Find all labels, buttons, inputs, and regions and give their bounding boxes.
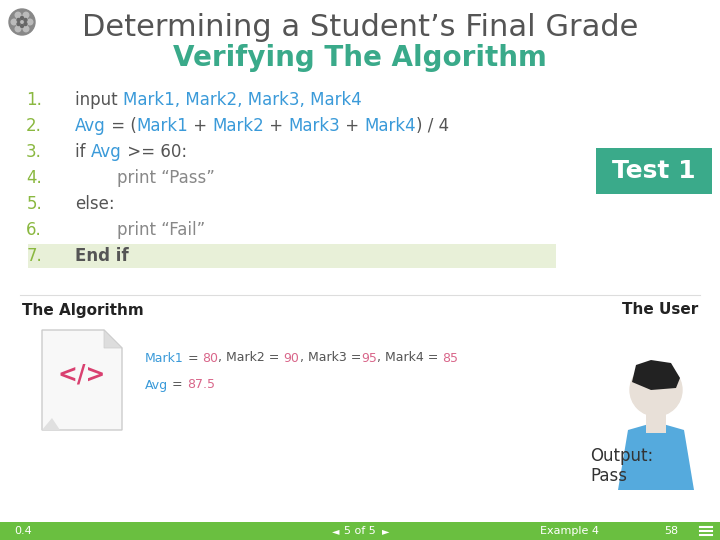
Text: , Mark2 =: , Mark2 =	[218, 352, 284, 365]
Circle shape	[9, 9, 35, 35]
Text: Pass: Pass	[590, 467, 627, 485]
Polygon shape	[42, 330, 122, 430]
Circle shape	[23, 26, 29, 32]
Text: +: +	[264, 117, 289, 135]
Text: ) / 4: ) / 4	[416, 117, 449, 135]
Text: Test 1: Test 1	[612, 159, 696, 183]
Text: Mark2: Mark2	[212, 117, 264, 135]
Text: if: if	[75, 143, 91, 161]
Text: </>: </>	[58, 363, 106, 387]
Text: Verifying The Algorithm: Verifying The Algorithm	[173, 44, 547, 72]
Text: 90: 90	[284, 352, 300, 365]
Text: +: +	[341, 117, 365, 135]
Text: Mark1: Mark1	[145, 352, 184, 365]
Circle shape	[23, 12, 29, 18]
Text: 3.: 3.	[26, 143, 42, 161]
Text: = (: = (	[106, 117, 137, 135]
Circle shape	[27, 19, 33, 25]
Text: 7.: 7.	[26, 247, 42, 265]
FancyBboxPatch shape	[28, 244, 556, 268]
Text: Determining a Student’s Final Grade: Determining a Student’s Final Grade	[82, 14, 638, 43]
Text: Avg: Avg	[91, 143, 122, 161]
Circle shape	[12, 19, 17, 25]
Text: =: =	[168, 379, 186, 392]
FancyBboxPatch shape	[596, 148, 712, 194]
Text: 5.: 5.	[26, 195, 42, 213]
FancyBboxPatch shape	[0, 522, 720, 540]
Circle shape	[17, 18, 20, 22]
Text: Mark1, Mark2, Mark3, Mark4: Mark1, Mark2, Mark3, Mark4	[123, 91, 361, 109]
Circle shape	[15, 26, 21, 32]
Text: Mark1: Mark1	[137, 117, 188, 135]
Text: 2.: 2.	[26, 117, 42, 135]
Text: Mark3: Mark3	[289, 117, 341, 135]
Polygon shape	[42, 418, 60, 430]
Text: The User: The User	[622, 302, 698, 318]
Circle shape	[20, 24, 24, 28]
Text: input: input	[75, 91, 123, 109]
Text: Output:: Output:	[590, 447, 653, 465]
Text: 1.: 1.	[26, 91, 42, 109]
Text: , Mark4 =: , Mark4 =	[377, 352, 442, 365]
Text: The Algorithm: The Algorithm	[22, 302, 144, 318]
Text: print “Pass”: print “Pass”	[75, 169, 215, 187]
Text: +: +	[188, 117, 212, 135]
Text: Avg: Avg	[75, 117, 106, 135]
Text: =: =	[184, 352, 202, 365]
Text: 95: 95	[361, 352, 377, 365]
Text: , Mark3 =: , Mark3 =	[300, 352, 361, 365]
Text: 80: 80	[202, 352, 218, 365]
Text: 4.: 4.	[26, 169, 42, 187]
Text: >= 60:: >= 60:	[122, 143, 186, 161]
Text: 85: 85	[442, 352, 458, 365]
FancyBboxPatch shape	[646, 405, 666, 433]
Circle shape	[630, 364, 682, 416]
Circle shape	[16, 16, 28, 28]
Polygon shape	[618, 422, 694, 490]
Text: 5 of 5: 5 of 5	[344, 526, 376, 536]
Circle shape	[15, 12, 21, 18]
Text: 58: 58	[664, 526, 678, 536]
Polygon shape	[632, 360, 680, 390]
Text: Example 4: Example 4	[540, 526, 599, 536]
Text: ◄: ◄	[332, 526, 340, 536]
Circle shape	[24, 18, 27, 22]
Text: ►: ►	[382, 526, 390, 536]
Text: print “Fail”: print “Fail”	[75, 221, 205, 239]
Text: else:: else:	[75, 195, 114, 213]
Circle shape	[17, 23, 20, 25]
Text: Avg: Avg	[145, 379, 168, 392]
Text: 0.4: 0.4	[14, 526, 32, 536]
Polygon shape	[104, 330, 122, 348]
Text: End if: End if	[75, 247, 129, 265]
Circle shape	[20, 17, 24, 19]
Circle shape	[24, 23, 27, 25]
Text: 6.: 6.	[26, 221, 42, 239]
Text: Mark4: Mark4	[365, 117, 416, 135]
Text: 87.5: 87.5	[186, 379, 215, 392]
